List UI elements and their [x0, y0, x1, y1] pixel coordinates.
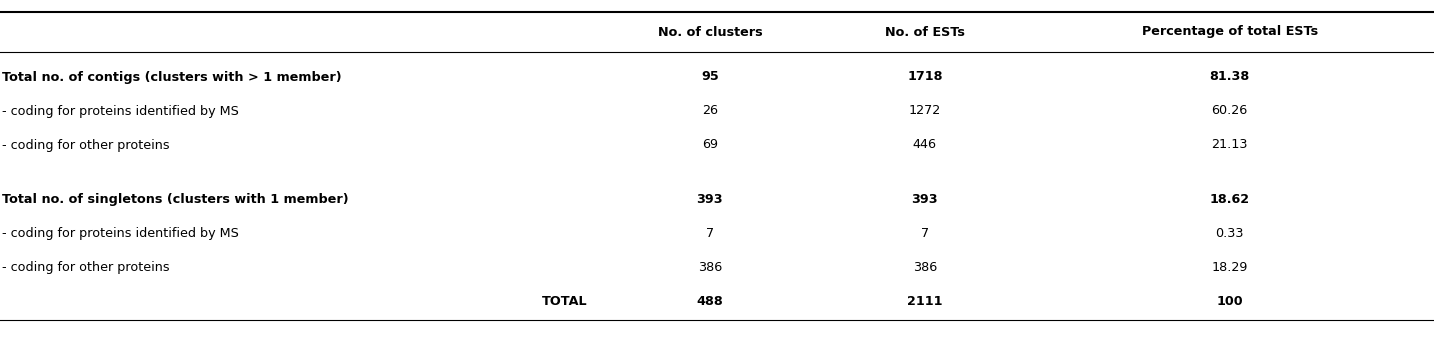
Text: 1718: 1718 — [908, 71, 942, 84]
Text: Percentage of total ESTs: Percentage of total ESTs — [1141, 26, 1318, 39]
Text: 386: 386 — [698, 261, 721, 274]
Text: 100: 100 — [1216, 295, 1243, 308]
Text: 446: 446 — [913, 138, 936, 151]
Text: No. of ESTs: No. of ESTs — [885, 26, 965, 39]
Text: 0.33: 0.33 — [1216, 227, 1243, 240]
Text: 60.26: 60.26 — [1212, 104, 1248, 118]
Text: 488: 488 — [697, 295, 723, 308]
Text: - coding for other proteins: - coding for other proteins — [1, 138, 169, 151]
Text: 95: 95 — [701, 71, 718, 84]
Text: - coding for other proteins: - coding for other proteins — [1, 261, 169, 274]
Text: - coding for proteins identified by MS: - coding for proteins identified by MS — [1, 227, 239, 240]
Text: 21.13: 21.13 — [1212, 138, 1248, 151]
Text: 393: 393 — [697, 193, 723, 206]
Text: 18.29: 18.29 — [1212, 261, 1248, 274]
Text: - coding for proteins identified by MS: - coding for proteins identified by MS — [1, 104, 239, 118]
Text: TOTAL: TOTAL — [542, 295, 587, 308]
Text: 18.62: 18.62 — [1210, 193, 1249, 206]
Text: 1272: 1272 — [909, 104, 941, 118]
Text: 81.38: 81.38 — [1209, 71, 1250, 84]
Text: 7: 7 — [921, 227, 929, 240]
Text: 26: 26 — [701, 104, 718, 118]
Text: 7: 7 — [706, 227, 714, 240]
Text: Total no. of contigs (clusters with > 1 member): Total no. of contigs (clusters with > 1 … — [1, 71, 341, 84]
Text: 393: 393 — [912, 193, 938, 206]
Text: 2111: 2111 — [908, 295, 942, 308]
Text: 69: 69 — [701, 138, 718, 151]
Text: No. of clusters: No. of clusters — [658, 26, 761, 39]
Text: Total no. of singletons (clusters with 1 member): Total no. of singletons (clusters with 1… — [1, 193, 348, 206]
Text: 386: 386 — [913, 261, 936, 274]
